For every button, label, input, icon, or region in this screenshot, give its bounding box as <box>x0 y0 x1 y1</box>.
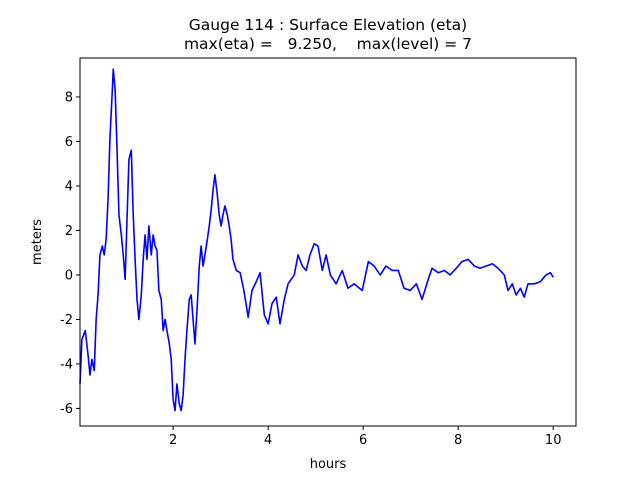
chart-title: Gauge 114 : Surface Elevation (eta) <box>189 16 467 34</box>
y-tick-label: 2 <box>65 224 73 239</box>
y-tick-label: 6 <box>65 135 73 150</box>
x-axis-label: hours <box>310 457 347 472</box>
x-tick-label: 6 <box>359 433 367 448</box>
x-tick-label: 8 <box>454 433 462 448</box>
y-tick-label: 0 <box>65 268 73 283</box>
chart-subtitle: max(eta) = 9.250, max(level) = 7 <box>184 35 472 53</box>
y-tick-label: -4 <box>60 357 73 372</box>
x-tick-label: 10 <box>545 433 562 448</box>
x-tick-label: 2 <box>169 433 177 448</box>
y-axis-label: meters <box>30 219 45 265</box>
x-tick-label: 4 <box>264 433 272 448</box>
y-tick-label: -6 <box>60 402 73 417</box>
data-line <box>79 68 554 412</box>
y-tick-label: 4 <box>65 179 73 194</box>
plot-frame <box>79 57 577 427</box>
y-tick-label: 8 <box>65 90 73 105</box>
y-tick-label: -2 <box>60 313 73 328</box>
